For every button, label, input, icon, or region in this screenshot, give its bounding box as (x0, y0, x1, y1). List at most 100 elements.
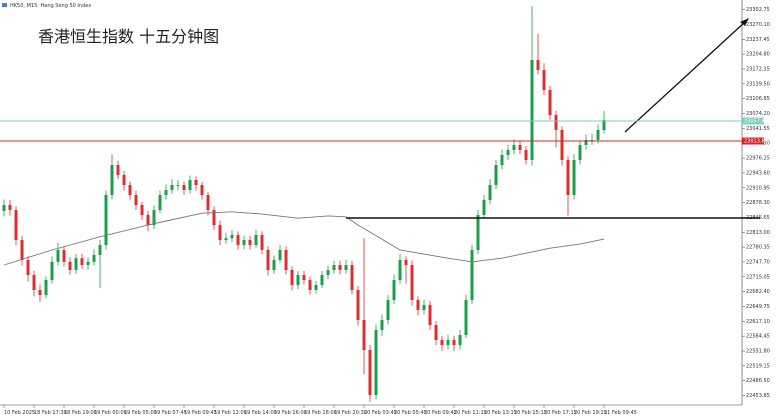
candle-body (398, 260, 402, 280)
x-tick-label: 19 Feb 16:00 (274, 410, 307, 416)
candle-body (104, 195, 108, 245)
candle-body (578, 145, 582, 160)
candle-body (230, 235, 234, 239)
x-tick-label: 19 Feb 00:00 (94, 410, 127, 416)
y-tick-label: 22910.95 (746, 185, 770, 191)
candle-body (326, 270, 330, 275)
y-tick-label: 22649.75 (746, 304, 770, 310)
x-tick-label: 18 Feb 19:00 (64, 410, 97, 416)
candle-body (554, 115, 558, 130)
x-tick-label: 20 Feb 17:15 (544, 410, 577, 416)
candle-body (584, 140, 588, 145)
y-tick-label: 22976.25 (746, 156, 770, 162)
candle-body (2, 205, 6, 211)
candle-body (488, 185, 492, 200)
candle-body (278, 250, 282, 260)
candle-body (428, 305, 432, 325)
y-tick-label: 22551.80 (746, 349, 770, 355)
x-tick-label: 19 Feb 20:30 (334, 410, 367, 416)
x-tick-label: 19 Feb 09:45 (184, 410, 217, 416)
candle-body (452, 340, 456, 345)
symbol-icon (2, 3, 7, 7)
candle-body (224, 238, 228, 240)
candle-body (80, 258, 84, 265)
y-tick-label: 22747.70 (746, 259, 770, 265)
moving-average (3, 211, 605, 266)
candle-body (518, 145, 522, 150)
x-tick-label: 20 Feb 15:15 (514, 410, 547, 416)
candle-body (560, 130, 564, 160)
y-tick-label: 22878.30 (746, 200, 770, 206)
candle-body (152, 210, 156, 225)
candle-body (254, 235, 258, 245)
price-level-label: 23013.80 (744, 139, 768, 145)
candle-body (206, 195, 210, 210)
candle-body (176, 185, 180, 186)
candle-body (392, 280, 396, 300)
candle-body (98, 245, 102, 255)
x-tick-label: 19 Feb 07:45 (154, 410, 187, 416)
price-level-tag (742, 117, 764, 125)
candle-body (62, 250, 66, 262)
candle-body (482, 200, 486, 215)
candle-body (158, 195, 162, 210)
y-tick-label: 23074.20 (746, 111, 770, 117)
y-tick-label: 23302.75 (746, 7, 770, 13)
candle-body (38, 290, 42, 295)
x-tick-label: 20 Feb 19:15 (574, 410, 607, 416)
x-tick-label: 19 Feb 14:00 (244, 410, 277, 416)
candle-body (218, 225, 222, 240)
y-tick-label: 23106.85 (746, 96, 770, 102)
candle-body (110, 165, 114, 195)
candle-body (182, 185, 186, 190)
candle-body (212, 210, 216, 225)
candle-body (26, 260, 30, 275)
candle-body (500, 155, 504, 165)
candle-body (422, 305, 426, 310)
candle-body (314, 285, 318, 290)
x-tick-label: 20 Feb 09:45 (424, 410, 457, 416)
candle-body (374, 330, 378, 395)
candle-body (20, 240, 24, 260)
symbol-label: HK50, M15: Hang Seng 50 Index (10, 3, 91, 9)
candle-body (512, 145, 516, 150)
candle-body (86, 261, 90, 265)
y-tick-label: 23041.55 (746, 126, 770, 132)
candle-body (476, 215, 480, 250)
candle-body (266, 250, 270, 270)
candle-body (92, 255, 96, 262)
x-tick-label: 20 Feb 03:45 (364, 410, 397, 416)
candle-body (542, 70, 546, 90)
candle-body (170, 185, 174, 190)
candle-body (530, 60, 534, 160)
y-tick-label: 23172.15 (746, 67, 770, 73)
candle-body (242, 240, 246, 245)
candle-body (524, 150, 528, 160)
candle-body (344, 265, 348, 270)
x-tick-label: 19 Feb 12:00 (214, 410, 247, 416)
candle-body (74, 258, 78, 270)
candle-body (122, 175, 126, 185)
candle-body (272, 260, 276, 270)
x-tick-label: 19 Feb 05:00 (124, 410, 157, 416)
candle-body (596, 130, 600, 140)
candle-body (260, 235, 264, 250)
arrow-head (740, 18, 749, 26)
candle-body (194, 180, 198, 185)
y-tick-label: 22486.50 (746, 378, 770, 384)
candle-body (368, 350, 372, 395)
y-tick-label: 22453.85 (746, 393, 770, 399)
candle-body (14, 210, 18, 240)
x-tick-label: 20 Feb 13:15 (484, 410, 517, 416)
candle-body (332, 265, 336, 270)
candle-body (494, 165, 498, 185)
x-tick-label: 19 Feb 18:00 (304, 410, 337, 416)
candle-body (236, 235, 240, 245)
candle-body (446, 340, 450, 345)
candle-body (410, 265, 414, 300)
candle-body (464, 300, 468, 335)
chart-title: 香港恒生指数 十五分钟图 (38, 27, 219, 46)
